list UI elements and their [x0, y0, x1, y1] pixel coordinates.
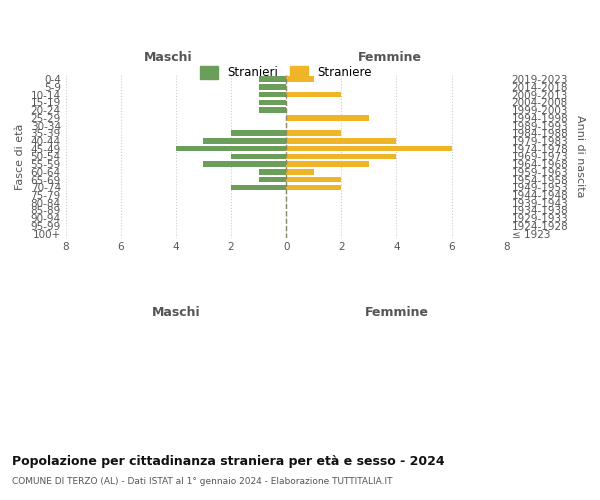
Bar — [286, 115, 369, 120]
Y-axis label: Anni di nascita: Anni di nascita — [575, 115, 585, 198]
Text: COMUNE DI TERZO (AL) - Dati ISTAT al 1° gennaio 2024 - Elaborazione TUTTITALIA.I: COMUNE DI TERZO (AL) - Dati ISTAT al 1° … — [12, 478, 392, 486]
Bar — [259, 76, 286, 82]
Bar — [259, 169, 286, 174]
Bar — [259, 108, 286, 113]
Bar — [259, 100, 286, 105]
Bar — [259, 92, 286, 98]
Bar — [286, 154, 397, 159]
Text: Femmine: Femmine — [358, 51, 422, 64]
Bar — [231, 154, 286, 159]
Bar — [286, 130, 341, 136]
Bar — [259, 177, 286, 182]
Bar — [203, 162, 286, 167]
Text: Maschi: Maschi — [143, 51, 193, 64]
Bar — [286, 177, 341, 182]
Bar — [286, 138, 397, 143]
Text: Maschi: Maschi — [152, 306, 200, 318]
Bar — [286, 76, 314, 82]
Bar — [286, 92, 341, 98]
Bar — [286, 169, 314, 174]
Text: Femmine: Femmine — [364, 306, 428, 318]
Bar — [286, 146, 452, 152]
Bar — [231, 184, 286, 190]
Bar — [286, 184, 341, 190]
Bar — [176, 146, 286, 152]
Bar — [286, 162, 369, 167]
Legend: Stranieri, Straniere: Stranieri, Straniere — [196, 62, 377, 84]
Bar — [203, 138, 286, 143]
Bar — [231, 130, 286, 136]
Bar — [259, 84, 286, 89]
Y-axis label: Fasce di età: Fasce di età — [15, 123, 25, 190]
Text: Popolazione per cittadinanza straniera per età e sesso - 2024: Popolazione per cittadinanza straniera p… — [12, 455, 445, 468]
